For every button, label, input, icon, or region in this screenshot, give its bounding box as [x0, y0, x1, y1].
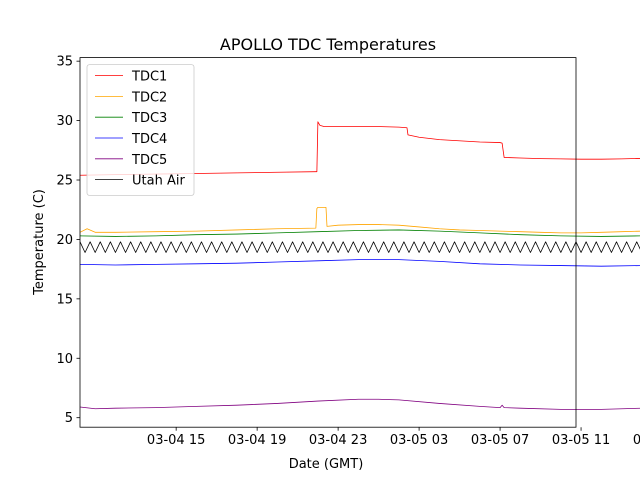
series-layer — [79, 121, 640, 410]
legend-label: TDC5 — [131, 153, 167, 168]
x-axis-label: Date (GMT) — [289, 457, 364, 472]
x-tick-label: 03-05 07 — [471, 433, 529, 448]
series-line-3 — [79, 259, 640, 267]
y-tick-label: 15 — [56, 292, 73, 307]
x-tick-label: 03-04 19 — [228, 433, 286, 448]
y-axis: 5 10 15 20 25 30 35 — [56, 55, 80, 426]
legend-label: TDC3 — [131, 111, 167, 126]
y-tick-label: 5 — [65, 411, 73, 426]
legend-box — [86, 64, 195, 196]
legend-label: TDC2 — [131, 90, 167, 105]
y-tick-label: 10 — [56, 352, 73, 367]
y-axis-label: Temperature (C) — [32, 189, 47, 296]
series-line-5 — [79, 241, 640, 253]
legend: TDC1 TDC2 TDC3 TDC4 TDC5 Utah Air — [86, 64, 195, 196]
x-tick-label: 03-04 15 — [147, 433, 205, 448]
legend-label: Utah Air — [132, 174, 185, 189]
y-tick-label: 30 — [56, 114, 73, 129]
legend-label: TDC4 — [131, 132, 167, 147]
chart-title: APOLLO TDC Temperatures — [220, 35, 436, 54]
y-tick-label: 35 — [56, 55, 73, 70]
series-line-2 — [79, 229, 640, 237]
x-tick-label: 03-04 23 — [309, 433, 367, 448]
series-line-0 — [79, 121, 640, 176]
y-tick-label: 20 — [56, 233, 73, 248]
x-tick-label: 03-05 11 — [552, 433, 610, 448]
plot-frame — [79, 57, 577, 428]
series-line-4 — [79, 398, 640, 410]
x-tick-label: 03-05 15 — [633, 433, 640, 448]
x-axis: 03-04 15 03-04 19 03-04 23 03-05 03 03-05 07… — [147, 427, 640, 448]
y-tick-label: 25 — [56, 174, 73, 189]
x-tick-label: 03-05 03 — [390, 433, 448, 448]
series-line-1 — [79, 206, 640, 234]
legend-label: TDC1 — [131, 70, 167, 85]
